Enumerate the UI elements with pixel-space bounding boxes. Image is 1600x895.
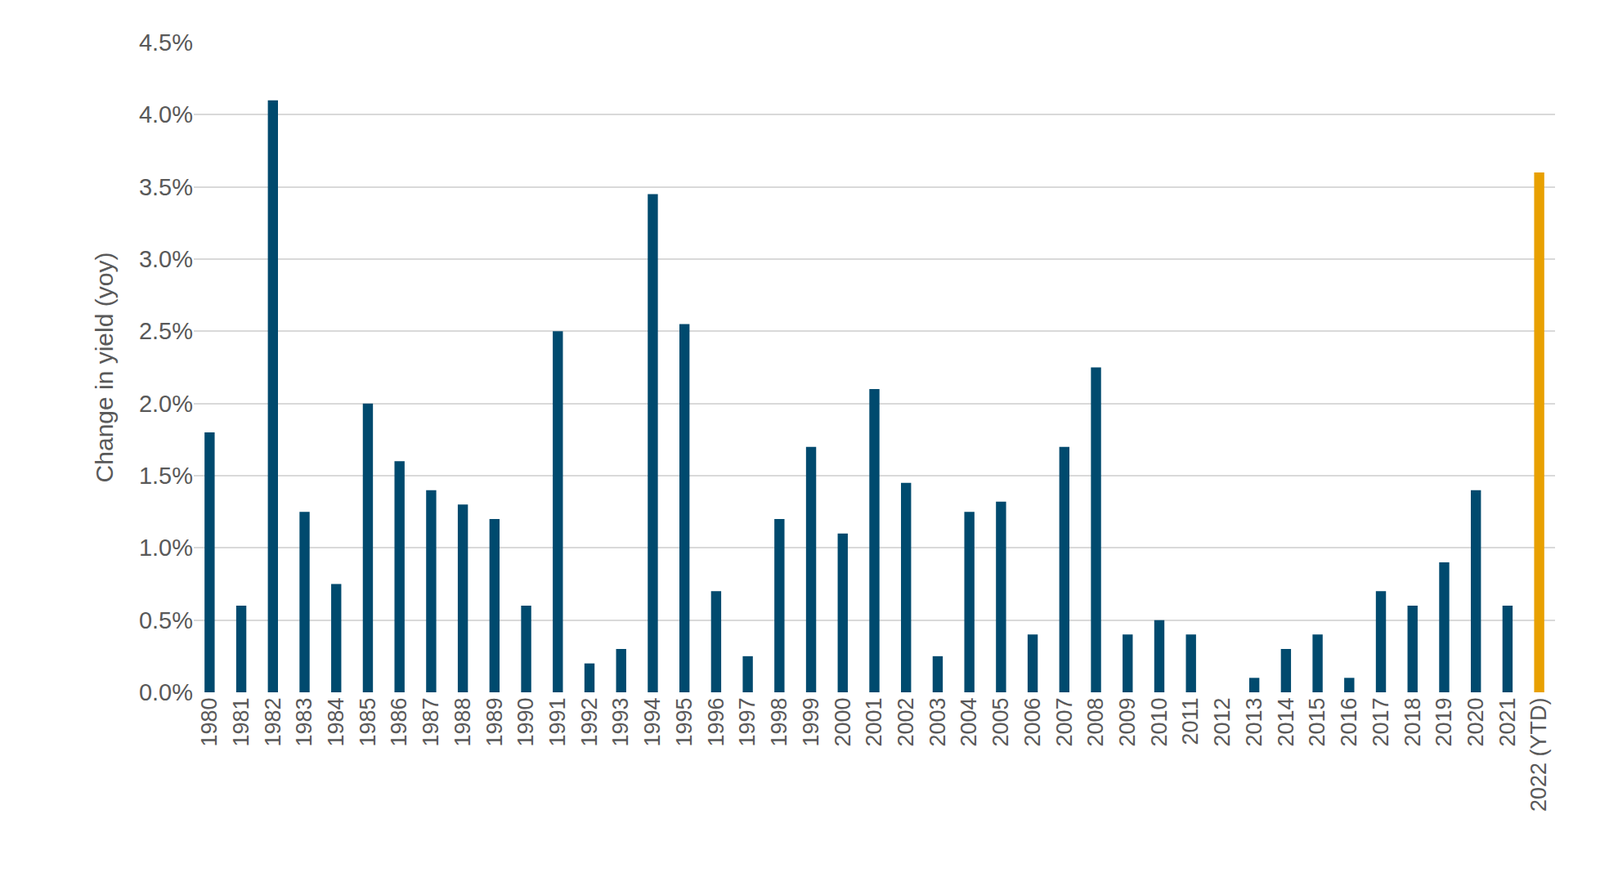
svg-text:2.5%: 2.5% (138, 318, 193, 345)
svg-text:1980: 1980 (197, 697, 222, 747)
svg-text:1981: 1981 (228, 697, 254, 747)
svg-text:1993: 1993 (609, 697, 634, 747)
svg-text:1989: 1989 (482, 697, 507, 747)
svg-text:1991: 1991 (545, 697, 570, 747)
svg-text:0.5%: 0.5% (138, 607, 193, 634)
svg-text:1990: 1990 (513, 697, 538, 747)
svg-text:1987: 1987 (418, 697, 444, 747)
svg-text:1986: 1986 (386, 697, 412, 747)
svg-text:2.0%: 2.0% (138, 390, 193, 417)
svg-text:2015: 2015 (1304, 697, 1330, 747)
svg-text:1998: 1998 (766, 697, 792, 747)
svg-text:2011: 2011 (1178, 697, 1203, 745)
svg-text:3.5%: 3.5% (138, 174, 193, 201)
svg-text:1994: 1994 (640, 697, 665, 747)
svg-text:2008: 2008 (1083, 697, 1108, 747)
svg-text:2001: 2001 (861, 697, 887, 747)
svg-text:1992: 1992 (577, 697, 602, 747)
svg-text:2000: 2000 (830, 697, 856, 747)
svg-text:1997: 1997 (735, 697, 760, 747)
svg-text:1.5%: 1.5% (138, 462, 193, 489)
svg-text:0.0%: 0.0% (138, 679, 193, 706)
svg-text:1985: 1985 (355, 697, 381, 747)
svg-text:2019: 2019 (1431, 697, 1457, 747)
svg-text:2013: 2013 (1241, 697, 1267, 747)
svg-text:1999: 1999 (798, 697, 824, 747)
svg-text:1995: 1995 (672, 697, 697, 747)
svg-text:2012: 2012 (1210, 697, 1235, 747)
svg-text:1988: 1988 (450, 697, 476, 747)
svg-text:2007: 2007 (1052, 697, 1077, 747)
svg-text:1.0%: 1.0% (138, 534, 193, 561)
svg-text:2018: 2018 (1400, 697, 1426, 747)
svg-text:3.0%: 3.0% (138, 246, 193, 273)
svg-text:2021: 2021 (1495, 697, 1520, 747)
svg-text:2017: 2017 (1368, 697, 1394, 747)
svg-text:2016: 2016 (1336, 697, 1362, 747)
svg-text:2022 (YTD): 2022 (YTD) (1526, 697, 1551, 812)
svg-text:2006: 2006 (1020, 697, 1045, 747)
svg-text:1982: 1982 (260, 697, 286, 747)
svg-text:1996: 1996 (703, 697, 729, 747)
svg-text:2005: 2005 (988, 697, 1013, 747)
svg-text:2020: 2020 (1463, 697, 1488, 747)
svg-text:2004: 2004 (956, 697, 982, 747)
svg-text:2009: 2009 (1115, 697, 1140, 747)
svg-text:1983: 1983 (291, 697, 317, 747)
svg-text:4.0%: 4.0% (138, 101, 193, 128)
svg-text:Change in yield (yoy): Change in yield (yoy) (90, 252, 118, 484)
svg-text:2014: 2014 (1273, 697, 1299, 747)
svg-text:2010: 2010 (1147, 697, 1172, 747)
svg-text:4.5%: 4.5% (138, 29, 193, 56)
svg-text:2003: 2003 (925, 697, 951, 747)
svg-text:1984: 1984 (323, 697, 349, 747)
svg-text:2002: 2002 (893, 697, 919, 747)
